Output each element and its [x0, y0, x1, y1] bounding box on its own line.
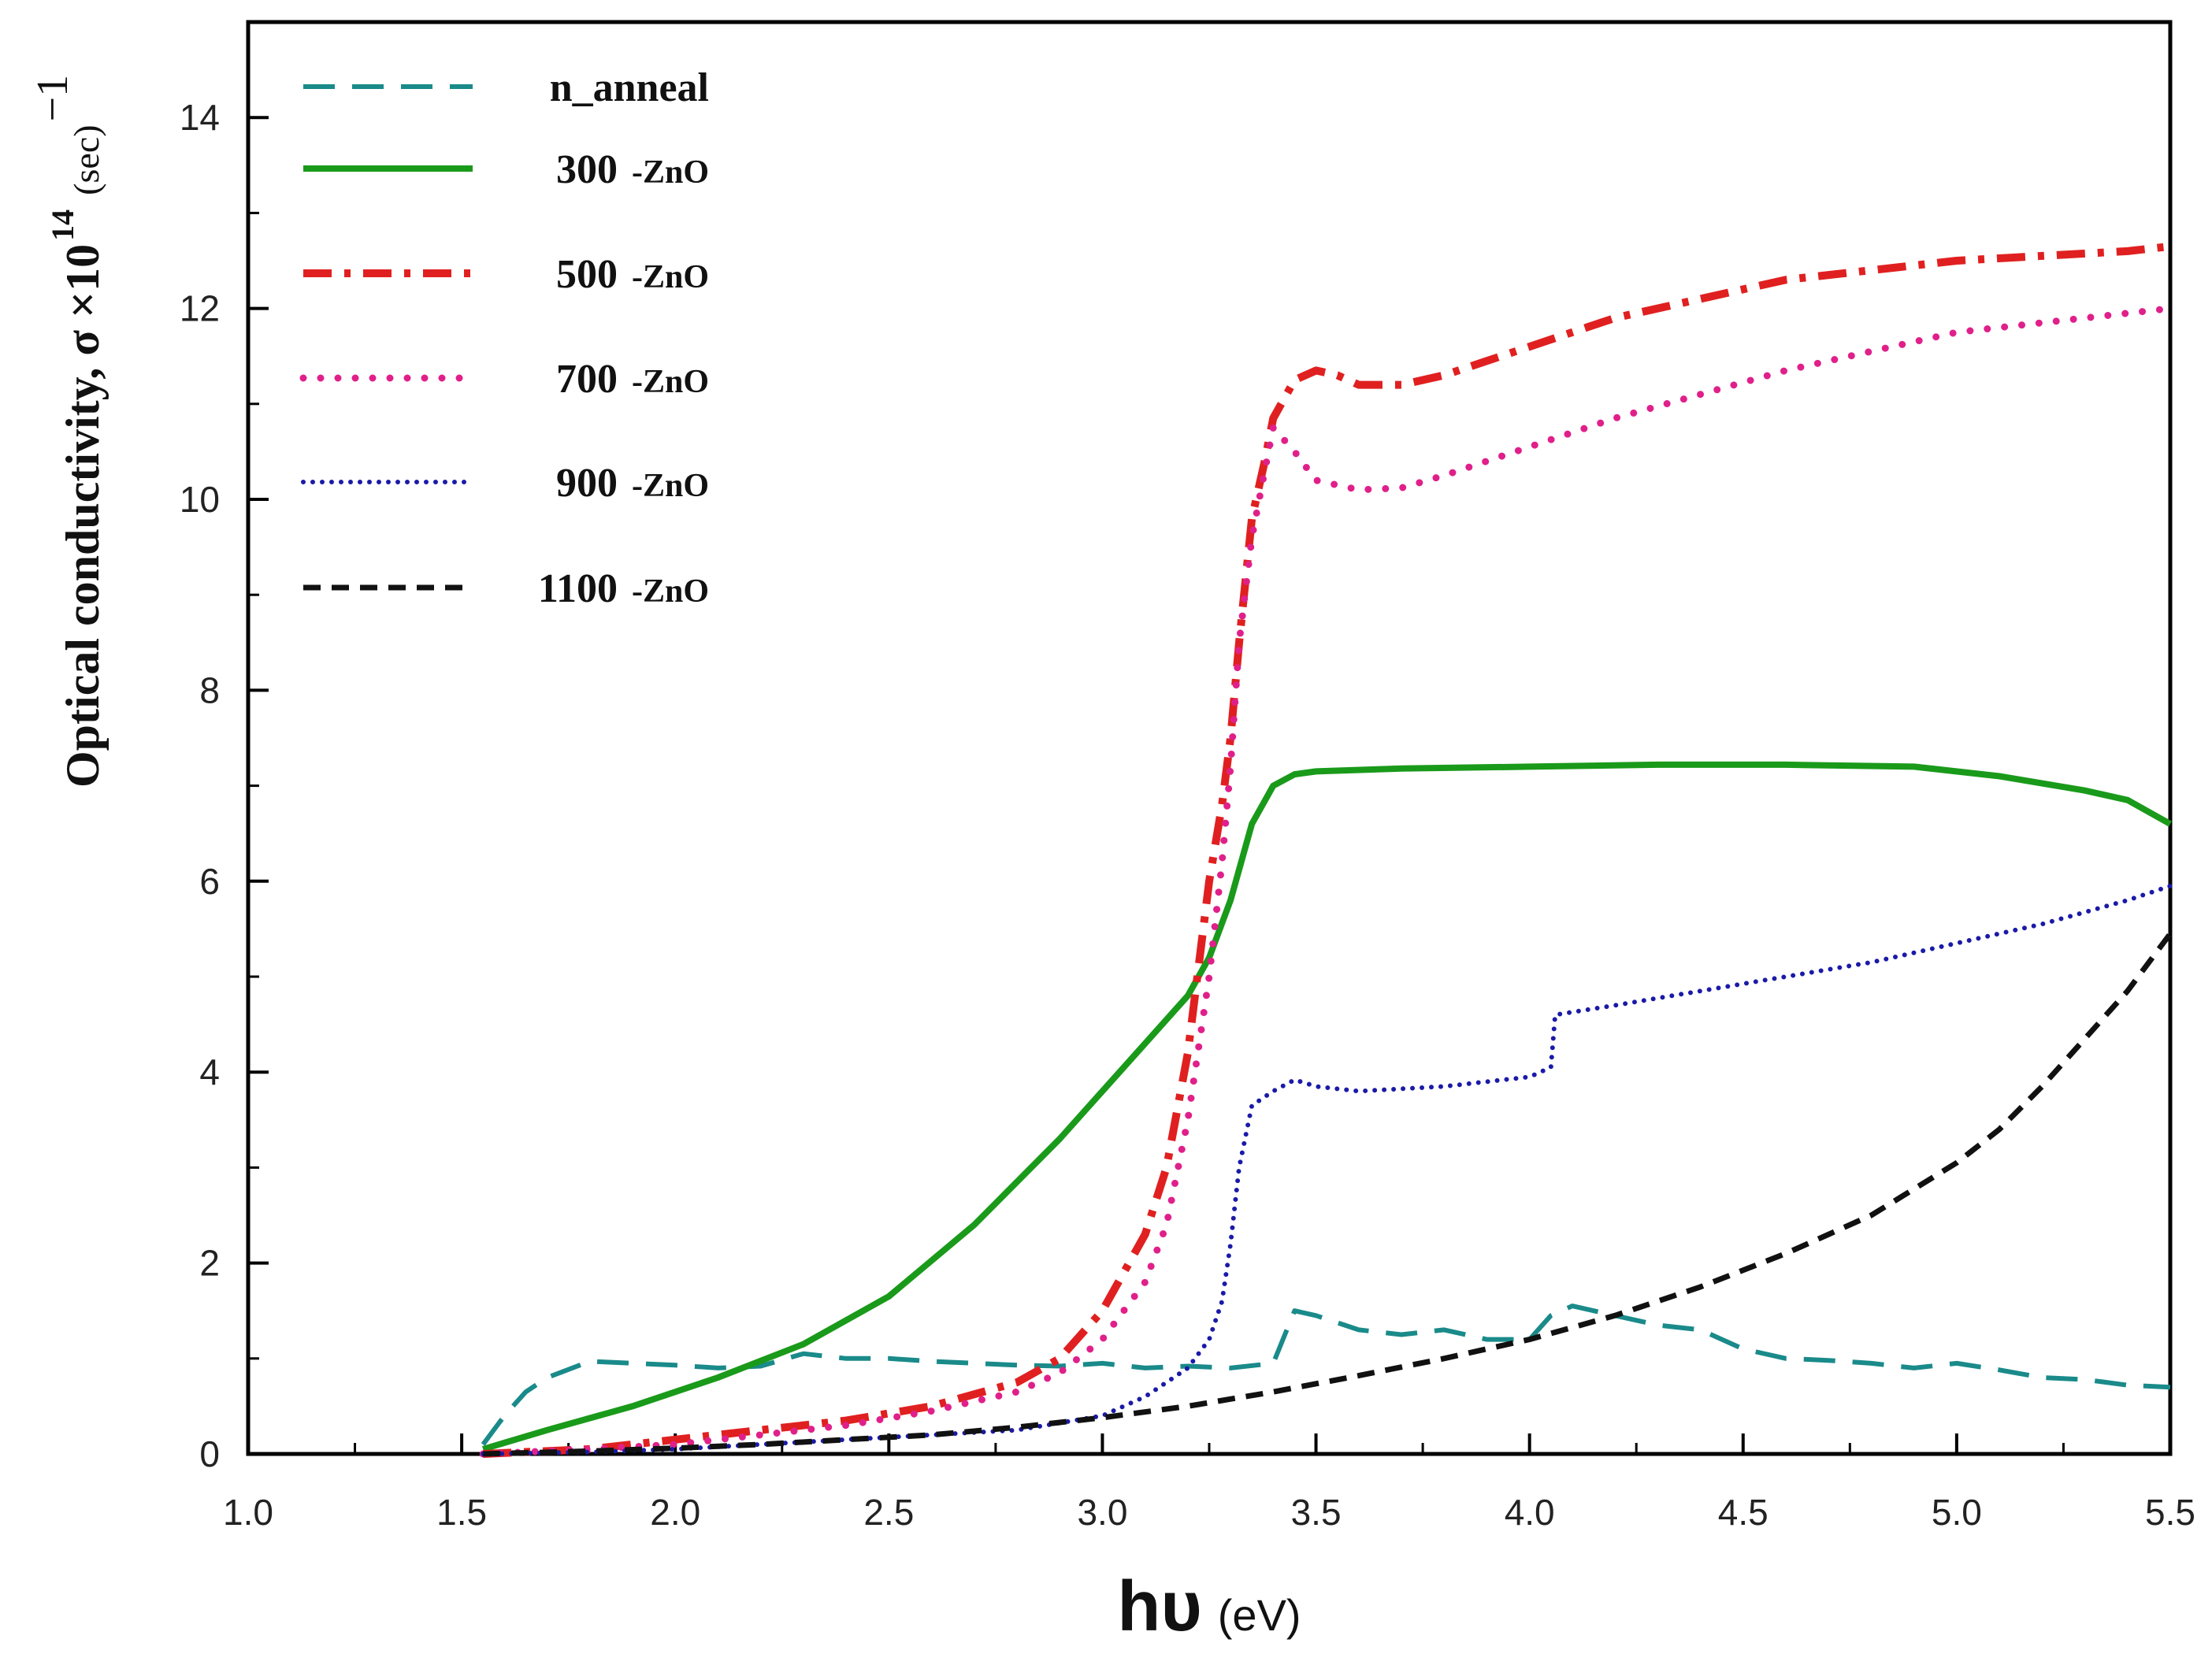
legend-entry-suffix: -ZnO [632, 154, 709, 191]
legend-entry-n_anneal: n_anneal [550, 65, 709, 110]
legend-entry-suffix: -ZnO [632, 468, 709, 504]
y-axis-label-unit: (sec) [66, 124, 106, 195]
x-tick-label: 3.0 [1077, 1492, 1127, 1533]
legend-entry-suffix: -ZnO [632, 573, 709, 610]
series-line-300 [482, 761, 2172, 1452]
plot-area-frame [246, 20, 2173, 1456]
y-tick-label: 4 [199, 1051, 220, 1092]
y-axis-label-exponent: 14 [45, 210, 80, 241]
series-line-n_anneal [481, 1304, 2171, 1446]
x-tick-label: 4.0 [1505, 1492, 1555, 1533]
x-tick-label: 3.5 [1291, 1492, 1342, 1533]
series-line-1100 [483, 932, 2173, 1457]
legend-entry-300: 300 -ZnO [556, 147, 709, 192]
legend-entry-700: 700 -ZnO [556, 357, 709, 402]
x-axis-label-unit: (eV) [1218, 1590, 1301, 1640]
legend-entry-suffix: -ZnO [632, 259, 709, 295]
y-tick-label: 12 [180, 288, 220, 329]
y-tick-label: 0 [199, 1433, 220, 1474]
series-layer [479, 242, 2174, 1458]
series-line-900 [481, 883, 2173, 1456]
legend-entry-name: 500 [556, 252, 618, 297]
series-line-700 [479, 305, 2174, 1458]
legend-entry-name: 700 [556, 357, 618, 402]
legend-entry-500: 500 -ZnO [556, 252, 709, 297]
y-axis-label: Optical conductivity, σ ×10 14 (sec) −1 [28, 75, 109, 788]
y-tick-label: 10 [180, 479, 220, 520]
x-axis-label: hυ (eV) [1117, 1567, 1301, 1646]
y-tick-label: 8 [199, 669, 220, 710]
legend-entry-suffix: -ZnO [632, 364, 709, 400]
x-tick-label: 5.5 [2145, 1492, 2195, 1533]
x-tick-label: 2.0 [650, 1492, 700, 1533]
legend-entry-900: 900 -ZnO [556, 461, 709, 506]
legend-entry-1100: 1100 -ZnO [538, 566, 709, 611]
x-tick-label: 1.5 [436, 1492, 487, 1533]
x-tick-label: 4.5 [1718, 1492, 1768, 1533]
axis-ticks: 1.0 1.5 2.0 2.5 3.0 3.5 4.0 4.5 5.0 5.5 0 2 4 6 8 10 12 1… [180, 97, 2195, 1533]
y-tick-label: 6 [199, 861, 220, 902]
x-axis-label-main: hυ [1117, 1567, 1201, 1646]
x-tick-label: 5.0 [1932, 1492, 1982, 1533]
legend-entry-name: 900 [556, 461, 618, 506]
legend-entry-name: 1100 [538, 566, 618, 611]
legend-entry-name: n_anneal [550, 65, 709, 110]
x-tick-label: 2.5 [863, 1492, 914, 1533]
y-axis-label-unit-exponent: −1 [28, 75, 77, 122]
y-tick-label: 14 [180, 97, 220, 138]
y-axis-label-text: Optical conductivity, σ ×10 [57, 244, 109, 788]
series-line-500 [482, 242, 2171, 1458]
y-tick-label: 2 [199, 1243, 220, 1284]
legend-entry-name: 300 [556, 147, 618, 192]
x-tick-label: 1.0 [223, 1492, 273, 1533]
